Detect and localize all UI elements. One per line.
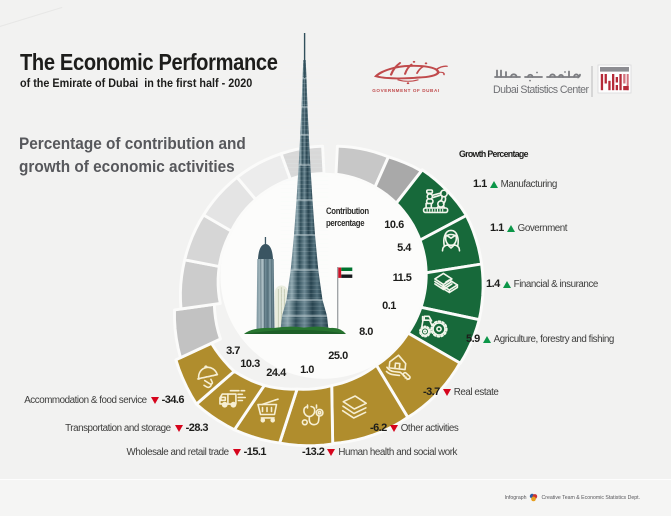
svg-text:Dubai Statistics Center: Dubai Statistics Center (493, 84, 589, 96)
